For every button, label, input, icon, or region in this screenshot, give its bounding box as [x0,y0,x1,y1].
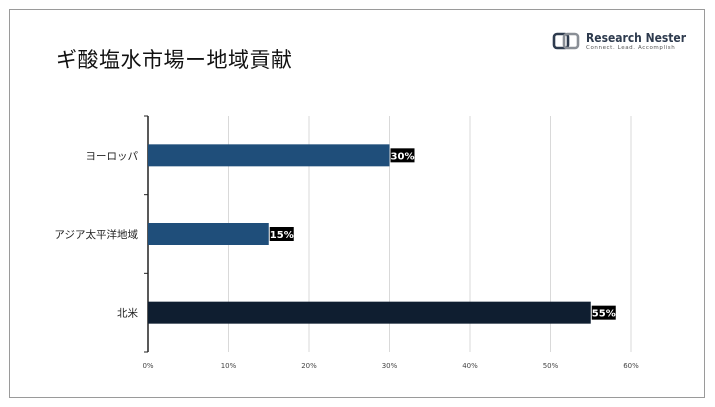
x-tick-label: 40% [462,362,478,370]
axes [144,115,149,353]
bar [148,223,269,245]
data-label-box [591,305,616,320]
research-nester-logo: Research Nester Connect. Lead. Accomplis… [552,30,686,54]
chart-frame [9,9,705,398]
logo-mark-icon [552,32,580,50]
data-label: 15% [270,230,294,241]
logo-name: Research Nester [586,30,687,45]
x-tick-label: 10% [221,362,237,370]
x-tick-label: 60% [623,362,639,370]
x-tick-label: 0% [142,362,153,370]
x-tick-label: 20% [301,362,317,370]
data-label-box [269,227,294,241]
category-label: 北米 [117,307,138,320]
page-title: ギ酸塩水市場ー地域貢献 [56,48,293,72]
x-tick-label: 30% [382,362,398,370]
bar [148,301,591,324]
bar [148,144,390,167]
data-label-box [390,148,415,163]
category-label: アジア太平洋地域 [54,228,138,241]
category-label: ヨーロッパ [86,150,139,162]
bars [148,144,591,324]
logo-tagline: Connect. Lead. Accomplish [586,45,676,51]
x-tick-label: 50% [543,362,559,370]
labels: 0% 10% 20% 30% 40% 50% 60% ヨーロッパ 30% アジア太平洋地域 15% 北… [54,148,639,370]
data-label: 30% [391,151,415,162]
data-label: 55% [592,309,616,320]
